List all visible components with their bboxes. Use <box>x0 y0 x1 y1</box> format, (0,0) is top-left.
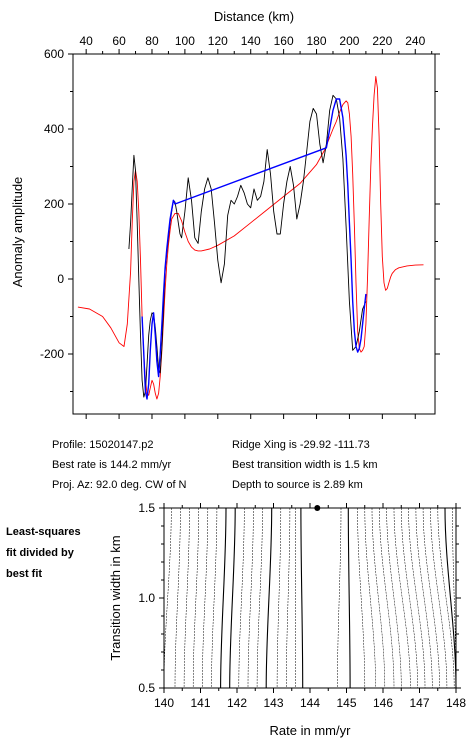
profile-label: Profile: 15020147.p2 <box>52 439 154 451</box>
x-tick-label: 145 <box>336 696 356 710</box>
x-tick-label: 80 <box>145 34 159 48</box>
contour-line <box>184 508 189 688</box>
y-tick-label: 1.5 <box>138 501 155 515</box>
contour-line <box>301 508 303 688</box>
best-rate-label: Best rate is 144.2 mm/yr <box>52 459 172 471</box>
x-tick-label: 144 <box>300 696 320 710</box>
contour-line <box>230 508 236 688</box>
proj-az-label: Proj. Az: 92.0 deg. CW of N <box>52 479 187 491</box>
y-axis-title: Anomaly amplitude <box>10 177 25 288</box>
side-note-line: fit divided by <box>6 547 75 559</box>
x-tick-label: 100 <box>175 34 195 48</box>
x-tick-label: 143 <box>263 696 283 710</box>
y-tick-label: 200 <box>44 197 64 211</box>
x-tick-label: 240 <box>405 34 425 48</box>
contour-line <box>193 508 199 688</box>
contour-lines <box>164 508 456 688</box>
best-fit-marker <box>314 505 320 511</box>
contour-line <box>286 508 290 688</box>
contour-line <box>365 508 376 688</box>
anomaly-chart: Distance (km) Anomaly amplitude 40 60 80 10… <box>10 9 440 419</box>
side-note-line: best fit <box>6 568 42 580</box>
contour-line <box>164 508 171 688</box>
depth-label: Depth to source is 2.89 km <box>232 479 363 491</box>
contour-line <box>337 508 341 688</box>
x-tick-label: 140 <box>241 34 261 48</box>
contour-frame <box>164 508 456 688</box>
x-tick-label: 200 <box>339 34 359 48</box>
plot-frame <box>73 54 435 414</box>
y-tick-label: 600 <box>44 47 64 61</box>
fit-window-line <box>142 99 366 399</box>
contour-x-axis-title: Rate in mm/yr <box>270 723 352 738</box>
best-width-label: Best transition width is 1.5 km <box>232 459 378 471</box>
contour-line <box>248 508 253 688</box>
contour-line <box>239 508 245 688</box>
contour-line <box>379 508 394 688</box>
fit-info: Profile: 15020147.p2 Best rate is 144.2 … <box>52 439 378 491</box>
x-tick-label: 140 <box>154 696 174 710</box>
y-tick-label: 0 <box>57 272 64 286</box>
x-tick-label: 40 <box>79 34 93 48</box>
contour-line <box>212 508 217 688</box>
x-tick-label: 160 <box>274 34 294 48</box>
contour-line <box>221 508 226 688</box>
data-series <box>78 77 424 400</box>
x-tick-label: 220 <box>372 34 392 48</box>
contour-line <box>175 508 180 688</box>
side-note-line: Least-squares <box>6 526 81 538</box>
x-tick-label: 60 <box>112 34 126 48</box>
ridge-xing-label: Ridge Xing is -29.92 -111.73 <box>232 439 370 451</box>
y-tick-label: 0.5 <box>138 681 155 695</box>
contour-y-axis-title: Transition width in km <box>108 535 123 660</box>
contour-line <box>372 508 385 688</box>
contour-line <box>348 508 350 688</box>
y-tick-label: -200 <box>40 347 64 361</box>
x-tick-label: 141 <box>190 696 210 710</box>
contour-line <box>358 508 365 688</box>
x-tick-label: 142 <box>227 696 247 710</box>
contour-line <box>277 508 281 688</box>
misfit-contour-chart: 140 141 142 143 144 145 146 147 148 0.5 1.0 1.5 Rat… <box>108 501 466 738</box>
x-tick-label: 147 <box>409 696 429 710</box>
x-tick-label: 146 <box>373 696 393 710</box>
contour-line <box>257 508 262 688</box>
observed-anomaly-line <box>129 95 366 397</box>
x-axis-title: Distance (km) <box>214 9 294 24</box>
axis-ticks: 40 60 80 100 120 140 160 180 200 220 240 -200 0 200 40… <box>40 34 440 419</box>
contour-line <box>387 508 402 688</box>
x-tick-label: 180 <box>307 34 327 48</box>
contour-line <box>266 508 272 688</box>
contour-line <box>202 508 208 688</box>
y-tick-label: 1.0 <box>138 591 155 605</box>
y-tick-label: 400 <box>44 122 64 136</box>
x-tick-label: 148 <box>446 696 466 710</box>
side-note: Least-squares fit divided by best fit <box>6 526 81 580</box>
x-tick-label: 120 <box>208 34 228 48</box>
